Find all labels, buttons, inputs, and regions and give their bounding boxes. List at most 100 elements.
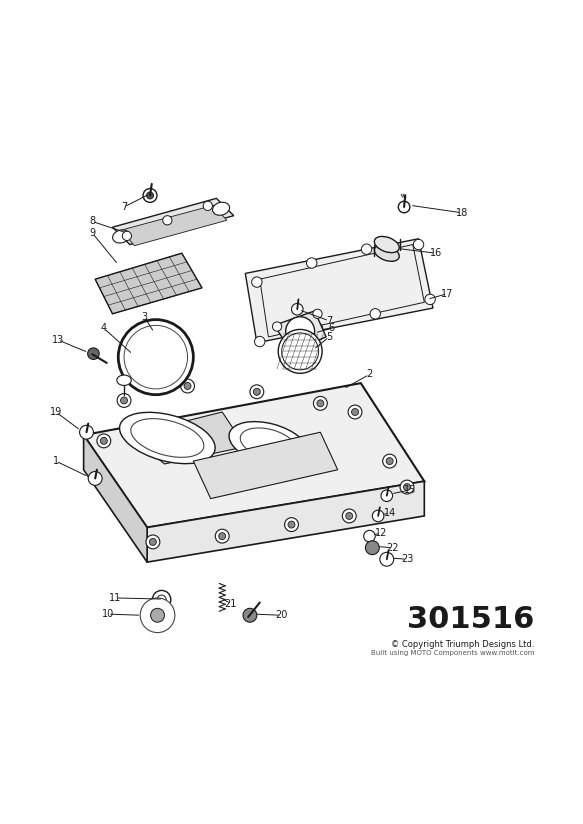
Text: 13: 13 [51,335,64,344]
Ellipse shape [213,202,230,215]
Text: 23: 23 [401,555,413,564]
Circle shape [288,521,295,528]
Ellipse shape [120,412,215,464]
Circle shape [146,535,160,549]
Ellipse shape [117,375,131,386]
Text: 3: 3 [141,311,147,321]
Circle shape [425,294,436,305]
Circle shape [292,303,303,315]
Text: 17: 17 [441,288,454,298]
Text: © Copyright Triumph Designs Ltd.: © Copyright Triumph Designs Ltd. [391,639,534,648]
Ellipse shape [240,428,297,460]
Ellipse shape [374,236,399,253]
Circle shape [122,232,132,241]
Circle shape [342,509,356,523]
Text: 5: 5 [326,332,332,342]
Text: 7: 7 [326,316,332,325]
Polygon shape [130,412,245,464]
Circle shape [143,189,157,203]
Circle shape [124,325,188,389]
Circle shape [272,322,282,331]
Text: 14: 14 [384,508,396,518]
Text: 12: 12 [375,528,387,538]
Ellipse shape [131,419,204,457]
Polygon shape [95,253,202,314]
Circle shape [364,531,375,542]
Circle shape [278,330,322,373]
Polygon shape [147,481,424,562]
Circle shape [87,348,99,359]
Circle shape [254,388,261,396]
Circle shape [381,490,392,502]
Circle shape [373,510,384,522]
Circle shape [346,513,353,519]
Circle shape [296,345,305,354]
Circle shape [286,316,315,345]
Text: 20: 20 [275,611,287,620]
Circle shape [380,552,394,566]
Circle shape [140,598,175,633]
Circle shape [118,320,194,395]
Polygon shape [83,435,147,562]
Circle shape [386,457,393,465]
Circle shape [121,397,128,404]
Circle shape [314,396,327,410]
Circle shape [250,385,264,399]
Circle shape [317,400,324,407]
Circle shape [282,333,319,370]
Circle shape [157,595,166,604]
Text: 301516: 301516 [407,606,534,634]
Polygon shape [121,205,227,246]
Text: 1: 1 [53,456,59,466]
Circle shape [203,201,212,210]
Text: 18: 18 [456,208,468,218]
Circle shape [413,239,424,250]
Text: 9: 9 [89,228,96,238]
Polygon shape [194,433,338,499]
Circle shape [398,201,410,213]
Text: 7: 7 [121,202,127,212]
Circle shape [150,608,164,622]
Circle shape [215,529,229,543]
Circle shape [352,409,359,415]
Text: 6: 6 [329,323,335,333]
Circle shape [219,532,226,540]
Circle shape [184,382,191,390]
Text: 16: 16 [430,248,442,258]
Circle shape [400,480,414,494]
Ellipse shape [374,245,399,261]
Text: 22: 22 [387,543,399,553]
Circle shape [149,538,156,545]
Circle shape [181,379,195,393]
Circle shape [100,438,107,444]
Polygon shape [113,199,234,245]
Circle shape [163,216,172,225]
Circle shape [313,309,322,318]
Polygon shape [274,311,326,351]
Circle shape [285,517,298,531]
Circle shape [97,434,111,447]
Circle shape [370,309,381,319]
Circle shape [79,425,93,439]
Circle shape [145,602,170,628]
Text: 10: 10 [102,609,114,619]
Circle shape [348,405,362,419]
Circle shape [403,484,410,490]
Circle shape [361,244,372,255]
Circle shape [152,591,171,609]
Circle shape [366,541,380,555]
Circle shape [88,471,102,485]
Text: 19: 19 [50,407,62,417]
Circle shape [312,323,322,334]
Ellipse shape [113,230,129,243]
Circle shape [252,277,262,288]
Text: 15: 15 [403,485,416,495]
Circle shape [117,394,131,407]
Circle shape [307,258,317,269]
Text: 2: 2 [366,369,373,380]
Polygon shape [245,239,433,343]
Circle shape [243,608,257,622]
Circle shape [382,454,396,468]
Circle shape [146,192,153,199]
Text: 21: 21 [224,599,237,609]
